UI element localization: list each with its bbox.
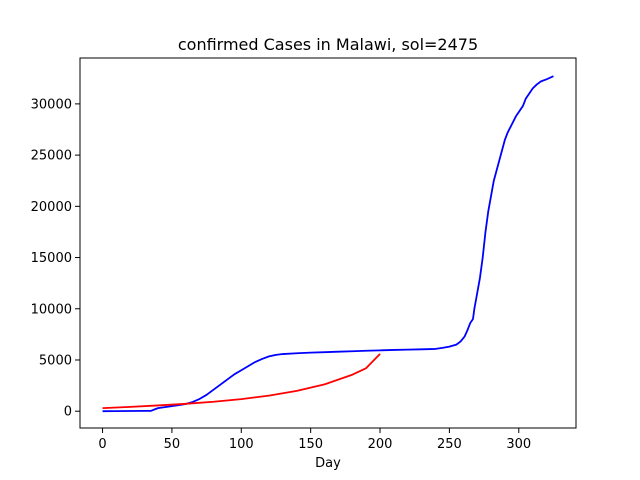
y-tick-label: 25000 xyxy=(31,149,72,164)
series-line-1 xyxy=(102,75,554,413)
y-axis: 0 5000 10000 15000 20000 25000 30000 xyxy=(31,97,80,420)
series-line-2 xyxy=(102,353,381,410)
chart-title: confirmed Cases in Malawi, sol=2475 xyxy=(178,35,478,54)
x-tick-label: 100 xyxy=(229,437,254,452)
x-tick-label: 300 xyxy=(506,437,531,452)
y-tick-label: 30000 xyxy=(31,97,72,112)
y-tick-label: 15000 xyxy=(31,251,72,266)
x-axis-label: Day xyxy=(315,456,341,471)
x-tick-label: 200 xyxy=(368,437,393,452)
y-tick-label: 20000 xyxy=(31,200,72,215)
x-axis: 0 50 100 150 200 250 300 xyxy=(98,428,531,452)
plot-frame xyxy=(79,57,577,429)
x-tick-label: 50 xyxy=(164,437,181,452)
y-tick-label: 0 xyxy=(64,405,72,420)
x-tick-label: 150 xyxy=(298,437,323,452)
series-layer xyxy=(102,75,554,413)
y-tick-label: 10000 xyxy=(31,302,72,317)
x-tick-label: 250 xyxy=(437,437,462,452)
y-tick-label: 5000 xyxy=(39,353,72,368)
x-tick-label: 0 xyxy=(98,437,106,452)
